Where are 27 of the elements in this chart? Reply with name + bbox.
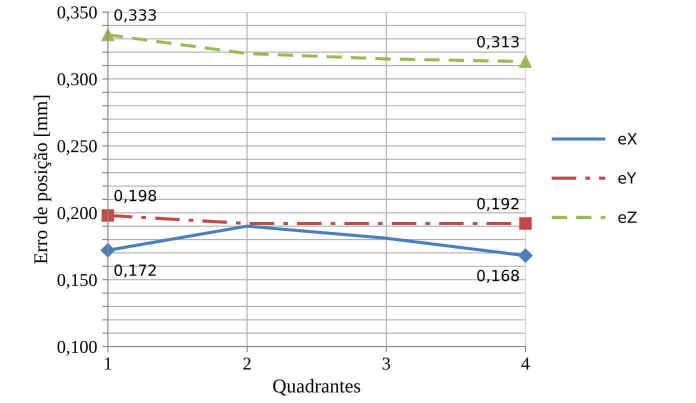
point — [102, 28, 114, 42]
data-label: 0,172 — [114, 264, 156, 278]
data-label: 0,313 — [477, 36, 519, 50]
data-label: 0,333 — [114, 9, 156, 22]
x-tick-label: 3 — [382, 358, 390, 370]
y-tick-label: 0,200 — [58, 207, 97, 222]
y-tick-label: 0,100 — [58, 340, 97, 356]
y-axis-title: Erro de posição [mm] — [34, 96, 52, 264]
y-tick-label: 0,350 — [58, 6, 97, 22]
point — [519, 217, 532, 230]
legend-label: eZ — [618, 212, 637, 223]
x-tick-label: 4 — [521, 358, 530, 370]
y-tick-label: 0,250 — [58, 140, 97, 155]
y-tick-label: 0,300 — [58, 73, 97, 88]
x-tick-label: 1 — [104, 358, 112, 370]
x-tick-label: 2 — [243, 358, 251, 370]
data-label: 0,192 — [477, 198, 518, 211]
data-label: 0,198 — [114, 190, 156, 203]
legend-label: eX — [618, 133, 637, 145]
legend-label: eY — [618, 172, 636, 184]
point — [518, 248, 533, 263]
data-label: 0,168 — [477, 270, 519, 283]
x-axis-title: Quadrantes — [273, 378, 360, 396]
point — [100, 243, 115, 258]
y-tick-label: 0,150 — [58, 274, 97, 289]
point — [102, 209, 114, 222]
point — [519, 55, 532, 68]
